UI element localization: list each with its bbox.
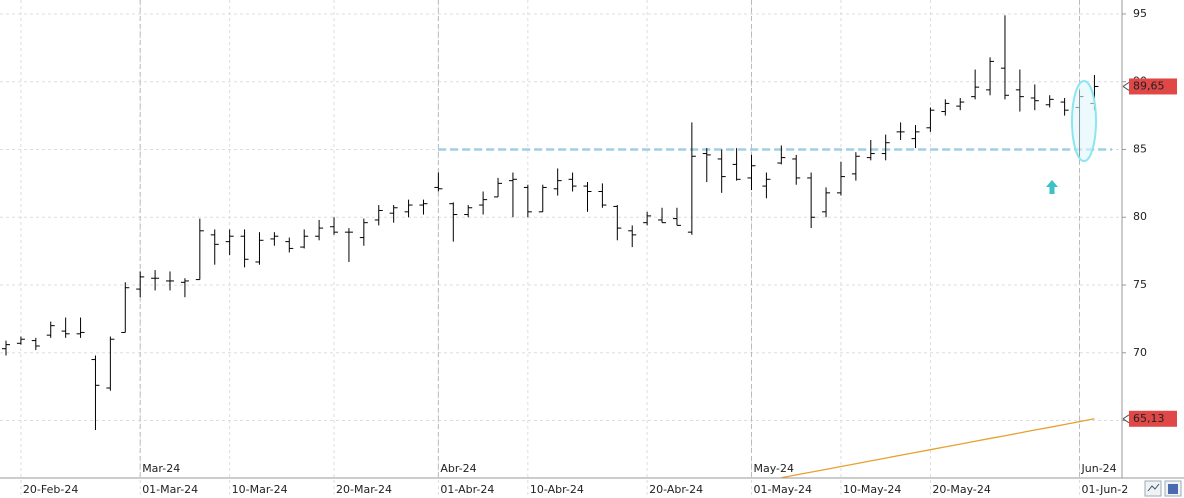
month-label: Abr-24	[440, 462, 476, 475]
last-price-pointer	[1122, 82, 1130, 91]
toolbar	[1144, 480, 1182, 497]
x-tick-label: 20-Feb-24	[23, 483, 78, 496]
y-tick-label: 70	[1133, 346, 1147, 359]
last-price-label: 89,65	[1133, 79, 1165, 92]
zoom-button[interactable]	[1144, 480, 1162, 497]
x-tick-label: 20-Abr-24	[649, 483, 703, 496]
x-tick-label: 01-Abr-24	[440, 483, 494, 496]
moving-average-line	[781, 418, 1095, 478]
highlight-ellipse	[1071, 80, 1097, 162]
x-tick-label: 20-May-24	[932, 483, 990, 496]
plot-area	[2, 15, 1112, 478]
x-tick-label: 01-Jun-2	[1082, 483, 1129, 496]
y-tick-label: 95	[1133, 7, 1147, 20]
month-label: May-24	[754, 462, 795, 475]
moving-average-label: 65,13	[1133, 412, 1165, 425]
x-tick-label: 10-Abr-24	[530, 483, 584, 496]
save-icon	[1168, 484, 1178, 494]
moving-average-pointer	[1122, 414, 1130, 424]
arrow-up	[1046, 180, 1058, 194]
y-tick-label: 80	[1133, 210, 1147, 223]
y-tick-label: 85	[1133, 142, 1147, 155]
last-price-box	[1129, 78, 1177, 95]
y-tick-label: 75	[1133, 278, 1147, 291]
zoom-icon	[1147, 483, 1160, 492]
x-tick-label: 20-Mar-24	[336, 483, 392, 496]
month-label: Jun-24	[1081, 462, 1117, 475]
moving-average-box	[1129, 410, 1177, 427]
x-tick-label: 10-May-24	[843, 483, 901, 496]
x-tick-label: 01-Mar-24	[142, 483, 198, 496]
x-tick-label: 01-May-24	[754, 483, 812, 496]
x-tick-label: 10-Mar-24	[232, 483, 288, 496]
month-label: Mar-24	[142, 462, 180, 475]
overlay: 89,65 65,13	[1122, 78, 1177, 427]
